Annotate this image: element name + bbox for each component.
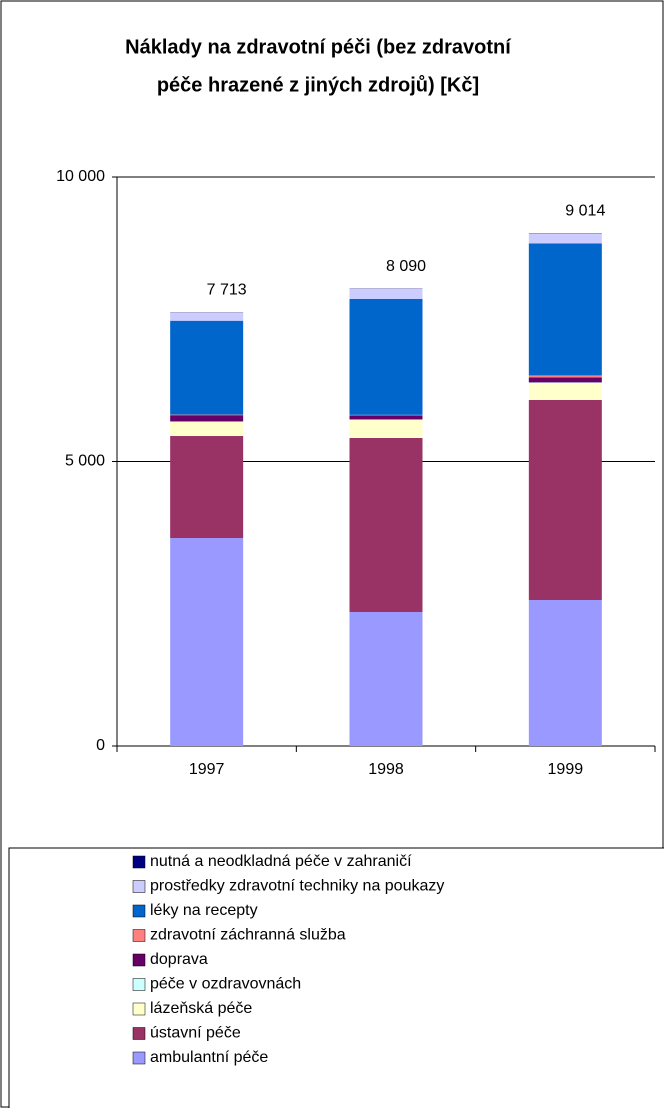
legend-label: léky na recepty xyxy=(150,902,258,919)
bar-segment xyxy=(349,419,423,421)
bar-segment xyxy=(170,320,244,415)
bar-segment xyxy=(349,420,423,439)
bar-segment xyxy=(528,599,602,746)
bar-segment xyxy=(528,399,602,600)
total-label: 8 090 xyxy=(386,258,426,275)
legend-swatch xyxy=(132,978,146,991)
total-label: 7 713 xyxy=(207,282,247,299)
bar-segment xyxy=(349,612,423,746)
legend-label: péče v ozdravovnách xyxy=(150,976,301,993)
legend-label: lázeňská péče xyxy=(150,1000,252,1017)
legend-swatch xyxy=(132,904,146,918)
bar-segment xyxy=(349,414,423,416)
bar-segment xyxy=(170,421,244,423)
legend-swatch xyxy=(132,1051,146,1065)
bar-segment xyxy=(528,382,602,383)
legend-label: prostředky zdravotní techniky na poukazy xyxy=(150,878,444,895)
x-tick-label: 1997 xyxy=(189,761,225,778)
y-tick-label: 10 000 xyxy=(56,168,105,185)
legend-label: nutná a neodkladná péče v zahraničí xyxy=(150,853,412,870)
y-tick-label: 5 000 xyxy=(65,453,105,470)
bar-segment xyxy=(170,415,244,422)
legend-swatch xyxy=(132,929,146,942)
bar-segment xyxy=(528,375,602,378)
legend-label: zdravotní záchranná služba xyxy=(150,927,346,944)
legend-swatch xyxy=(132,1002,146,1016)
bar-segment xyxy=(349,298,423,415)
bar-segment xyxy=(528,382,602,400)
bar-segment xyxy=(170,422,244,437)
legend-label: doprava xyxy=(150,951,208,968)
legend-box xyxy=(8,847,664,1108)
bar-segment xyxy=(349,288,423,299)
chart-title: péče hrazené z jiných zdrojů) [Kč] xyxy=(157,74,479,96)
chart-title: Náklady na zdravotní péči (bez zdravotní xyxy=(125,36,512,58)
bar-segment xyxy=(528,377,602,383)
x-tick-label: 1999 xyxy=(548,761,584,778)
bar-segment xyxy=(349,438,423,613)
legend-label: ambulantní péče xyxy=(150,1049,268,1066)
total-label: 9 014 xyxy=(565,202,605,219)
bar-segment xyxy=(170,436,244,539)
legend-swatch xyxy=(132,953,146,967)
y-tick-label: 0 xyxy=(96,737,105,754)
bar-segment xyxy=(528,233,602,244)
bar-segment xyxy=(528,243,602,376)
legend-label: ústavní péče xyxy=(150,1025,241,1042)
legend-swatch xyxy=(132,880,146,893)
bar-segment xyxy=(170,538,244,746)
legend-swatch xyxy=(132,855,146,869)
bar-segment xyxy=(170,312,244,321)
bar-segment xyxy=(349,415,423,420)
bar-segment xyxy=(170,414,244,416)
x-tick-label: 1998 xyxy=(368,761,404,778)
legend-swatch xyxy=(132,1027,146,1040)
